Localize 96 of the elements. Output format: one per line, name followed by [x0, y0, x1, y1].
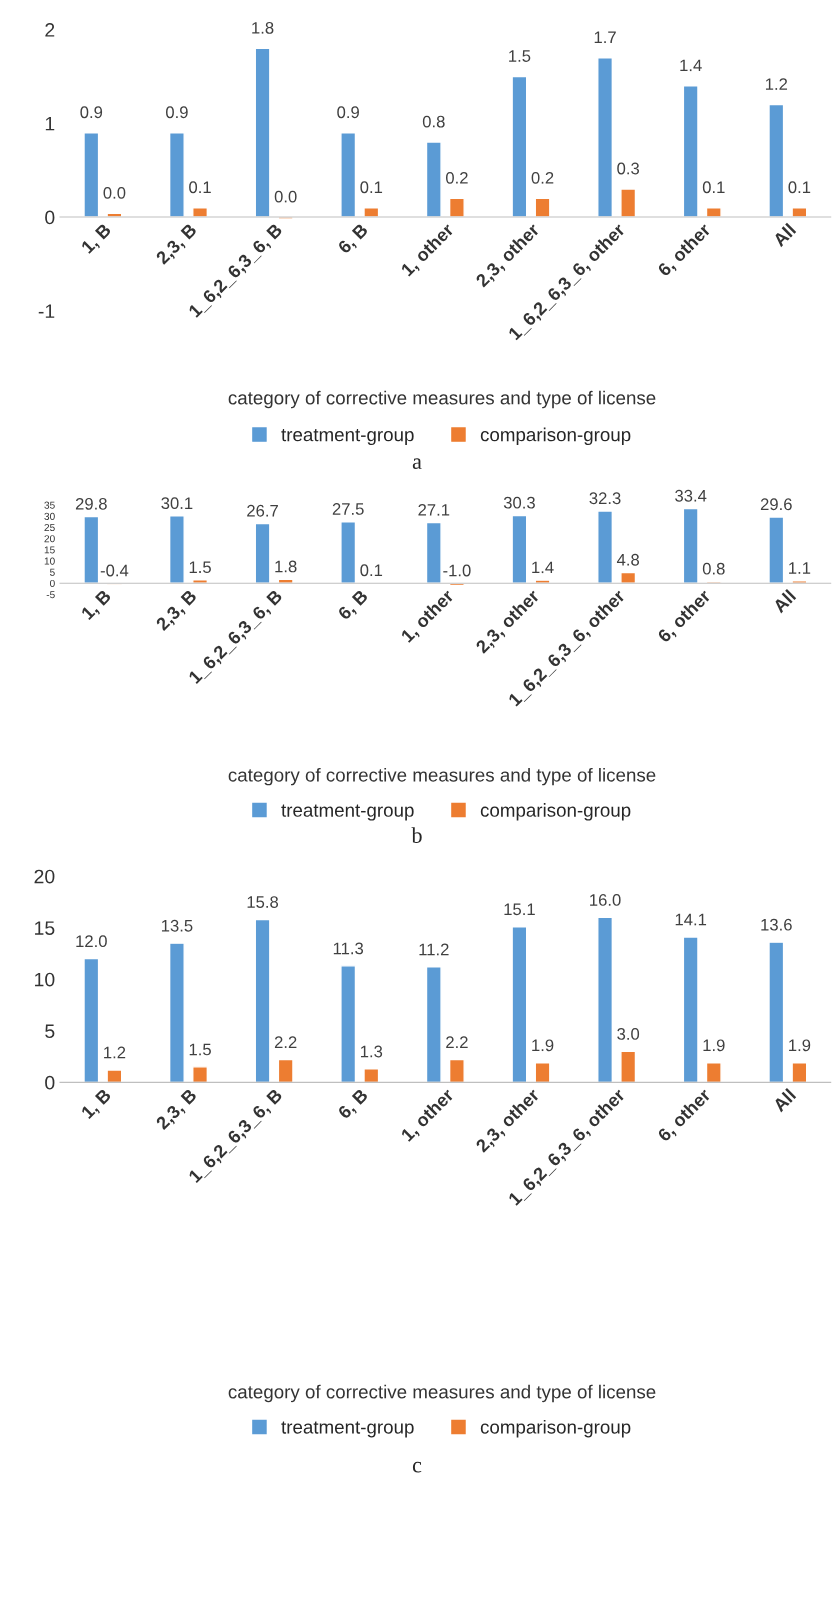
- data-label: 0.1: [702, 181, 725, 194]
- text: a: [412, 458, 422, 469]
- y-tick-label: 10: [44, 557, 55, 565]
- x-axis-title: category of corrective measures and type of license: [228, 767, 656, 786]
- legend-label: treatment-group: [281, 804, 414, 821]
- data-label: 4.8: [616, 553, 640, 566]
- data-label: 1.2: [104, 1046, 126, 1059]
- data-label: 0.2: [531, 171, 554, 184]
- data-label: 1.3: [360, 1045, 383, 1058]
- y-tick-label: 2: [45, 23, 55, 37]
- y-tick-label: 35: [44, 501, 55, 509]
- x-tick-label: 6, B: [337, 222, 371, 257]
- legend-label: treatment-group: [281, 429, 414, 446]
- data-label: 0.1: [788, 181, 811, 194]
- data-label: 1.9: [789, 1039, 811, 1052]
- data-label: 1.4: [532, 561, 554, 574]
- data-label: 0.0: [103, 186, 126, 199]
- data-label: 1.9: [703, 1039, 725, 1052]
- y-tick-label: 0: [49, 579, 55, 588]
- data-label: 3.0: [617, 1028, 640, 1040]
- y-tick-label: 10: [35, 972, 55, 987]
- x-tick-label: All: [771, 222, 797, 248]
- data-label: 1.5: [189, 1043, 211, 1056]
- data-label: 33.4: [675, 489, 707, 502]
- y-tick-label: -1: [38, 304, 55, 318]
- y-tick-label: 20: [34, 869, 55, 884]
- y-tick-label: 0: [45, 210, 55, 225]
- data-label: 29.8: [75, 497, 107, 510]
- data-label: 0.1: [189, 181, 211, 194]
- x-axis-title: category of corrective measures and type of license: [228, 1384, 656, 1403]
- data-label: 14.1: [675, 913, 707, 926]
- data-label: 1.5: [509, 50, 531, 62]
- data-label: 30.1: [161, 497, 193, 510]
- y-tick-label: -5: [46, 591, 55, 599]
- y-tick-label: 5: [49, 568, 55, 576]
- data-label: -0.4: [100, 564, 129, 577]
- data-label: 12.0: [76, 935, 107, 948]
- data-label: 27.5: [332, 503, 364, 515]
- data-label: -1.0: [443, 564, 471, 577]
- data-label: 13.5: [161, 919, 193, 932]
- data-label: 16.0: [590, 894, 621, 906]
- data-label: 27.1: [418, 503, 450, 516]
- data-label: 26.7: [247, 504, 278, 517]
- legend-label: comparison-group: [480, 803, 631, 821]
- legend-label: treatment-group: [281, 1421, 414, 1438]
- text: b: [411, 827, 422, 843]
- data-label: 2.2: [446, 1036, 468, 1048]
- x-axis-title: category of corrective measures and type of license: [228, 390, 656, 409]
- data-label: 1.9: [532, 1039, 554, 1052]
- data-label: 11.3: [333, 942, 364, 955]
- data-label: 0.9: [80, 106, 103, 119]
- y-tick-label: 5: [45, 1024, 55, 1039]
- y-tick-label: 20: [44, 535, 55, 543]
- y-tick-label: 30: [44, 512, 55, 520]
- data-label: 1.4: [680, 59, 702, 72]
- data-label: 1.8: [252, 21, 274, 34]
- x-tick-label: 2,3, B: [155, 1088, 200, 1133]
- data-label: 29.6: [760, 498, 792, 511]
- data-label: 1.1: [789, 562, 811, 574]
- data-label: 0.9: [337, 106, 359, 119]
- x-tick-label: All: [771, 589, 797, 614]
- data-label: 0.1: [360, 181, 383, 194]
- legend-label: comparison-group: [480, 427, 631, 446]
- y-tick-label: 0: [45, 1075, 55, 1090]
- x-tick-label: 6, B: [337, 589, 371, 623]
- x-tick-label: 2,3, B: [155, 589, 200, 633]
- x-tick-label: 2,3, B: [155, 222, 200, 267]
- data-label: 15.1: [504, 903, 535, 916]
- data-label: 1.5: [189, 561, 211, 574]
- data-label: 32.3: [589, 492, 621, 505]
- y-tick-label: 15: [35, 921, 55, 935]
- y-tick-label: 1: [45, 116, 55, 131]
- data-label: 1.2: [765, 78, 788, 90]
- data-label: 1.8: [275, 560, 297, 573]
- data-label: 0.9: [165, 106, 188, 119]
- legend-label: comparison-group: [480, 1419, 631, 1438]
- x-tick-label: 1, B: [80, 589, 114, 622]
- data-label: 1.7: [594, 31, 616, 43]
- data-label: 0.1: [360, 564, 383, 577]
- data-label: 0.8: [702, 562, 725, 575]
- data-label: 30.3: [503, 496, 535, 509]
- text: c: [412, 1461, 422, 1473]
- data-label: 0.8: [422, 115, 445, 128]
- x-tick-label: 1, B: [80, 222, 114, 256]
- data-label: 15.8: [247, 896, 279, 908]
- data-label: 0.3: [617, 162, 640, 175]
- x-tick-label: 6, B: [337, 1088, 371, 1122]
- data-label: 0.2: [445, 171, 468, 184]
- x-tick-label: All: [771, 1088, 797, 1113]
- data-label: 2.2: [274, 1036, 297, 1048]
- data-label: 13.6: [761, 918, 792, 931]
- data-label: 0.0: [274, 190, 297, 203]
- x-tick-label: 1, B: [80, 1088, 114, 1122]
- y-tick-label: 15: [44, 546, 55, 554]
- y-tick-label: 25: [44, 523, 55, 532]
- data-label: 11.2: [419, 943, 449, 956]
